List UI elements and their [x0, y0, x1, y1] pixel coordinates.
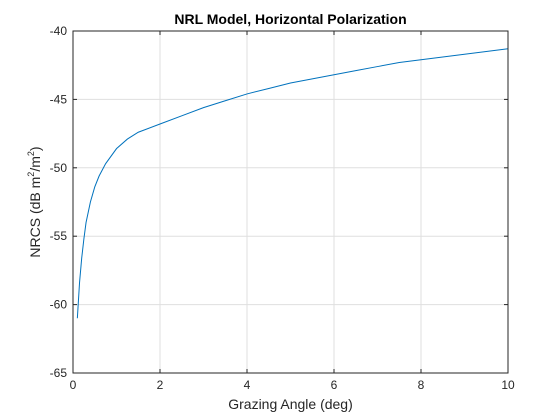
- x-tick-label: 8: [418, 378, 425, 392]
- y-axis-label-sup1: 2: [26, 172, 36, 177]
- x-tick-label: 0: [70, 378, 77, 392]
- y-tick-label: -55: [50, 229, 68, 243]
- y-axis-label-suffix: ): [27, 146, 43, 151]
- tick-labels: 0 2 4 6 8 10 -65 -60 -55 -50 -45 -40: [50, 24, 515, 392]
- axes-frame: [72, 30, 509, 374]
- x-tick-label: 4: [244, 378, 251, 392]
- y-axis-label-sup2: 2: [26, 151, 36, 156]
- y-axis-label-prefix: NRCS (dB m: [27, 177, 43, 258]
- chart-title: NRL Model, Horizontal Polarization: [174, 11, 406, 27]
- y-tick-label: -50: [50, 161, 68, 175]
- y-tick-label: -45: [50, 92, 68, 106]
- x-axis-label: Grazing Angle (deg): [228, 396, 353, 412]
- x-tick-label: 6: [331, 378, 338, 392]
- grid: [73, 31, 508, 373]
- x-tick-label: 2: [157, 378, 164, 392]
- y-axis-label: NRCS (dB m2/m2): [26, 146, 43, 257]
- ticks: [72, 30, 509, 374]
- series-line: [76, 48, 509, 319]
- y-axis-label-mid: /m: [27, 156, 43, 172]
- plot-area: [73, 31, 508, 373]
- y-tick-label: -65: [50, 366, 68, 380]
- x-tick-label: 10: [501, 378, 515, 392]
- y-tick-label: -60: [50, 298, 68, 312]
- y-tick-label: -40: [50, 24, 68, 38]
